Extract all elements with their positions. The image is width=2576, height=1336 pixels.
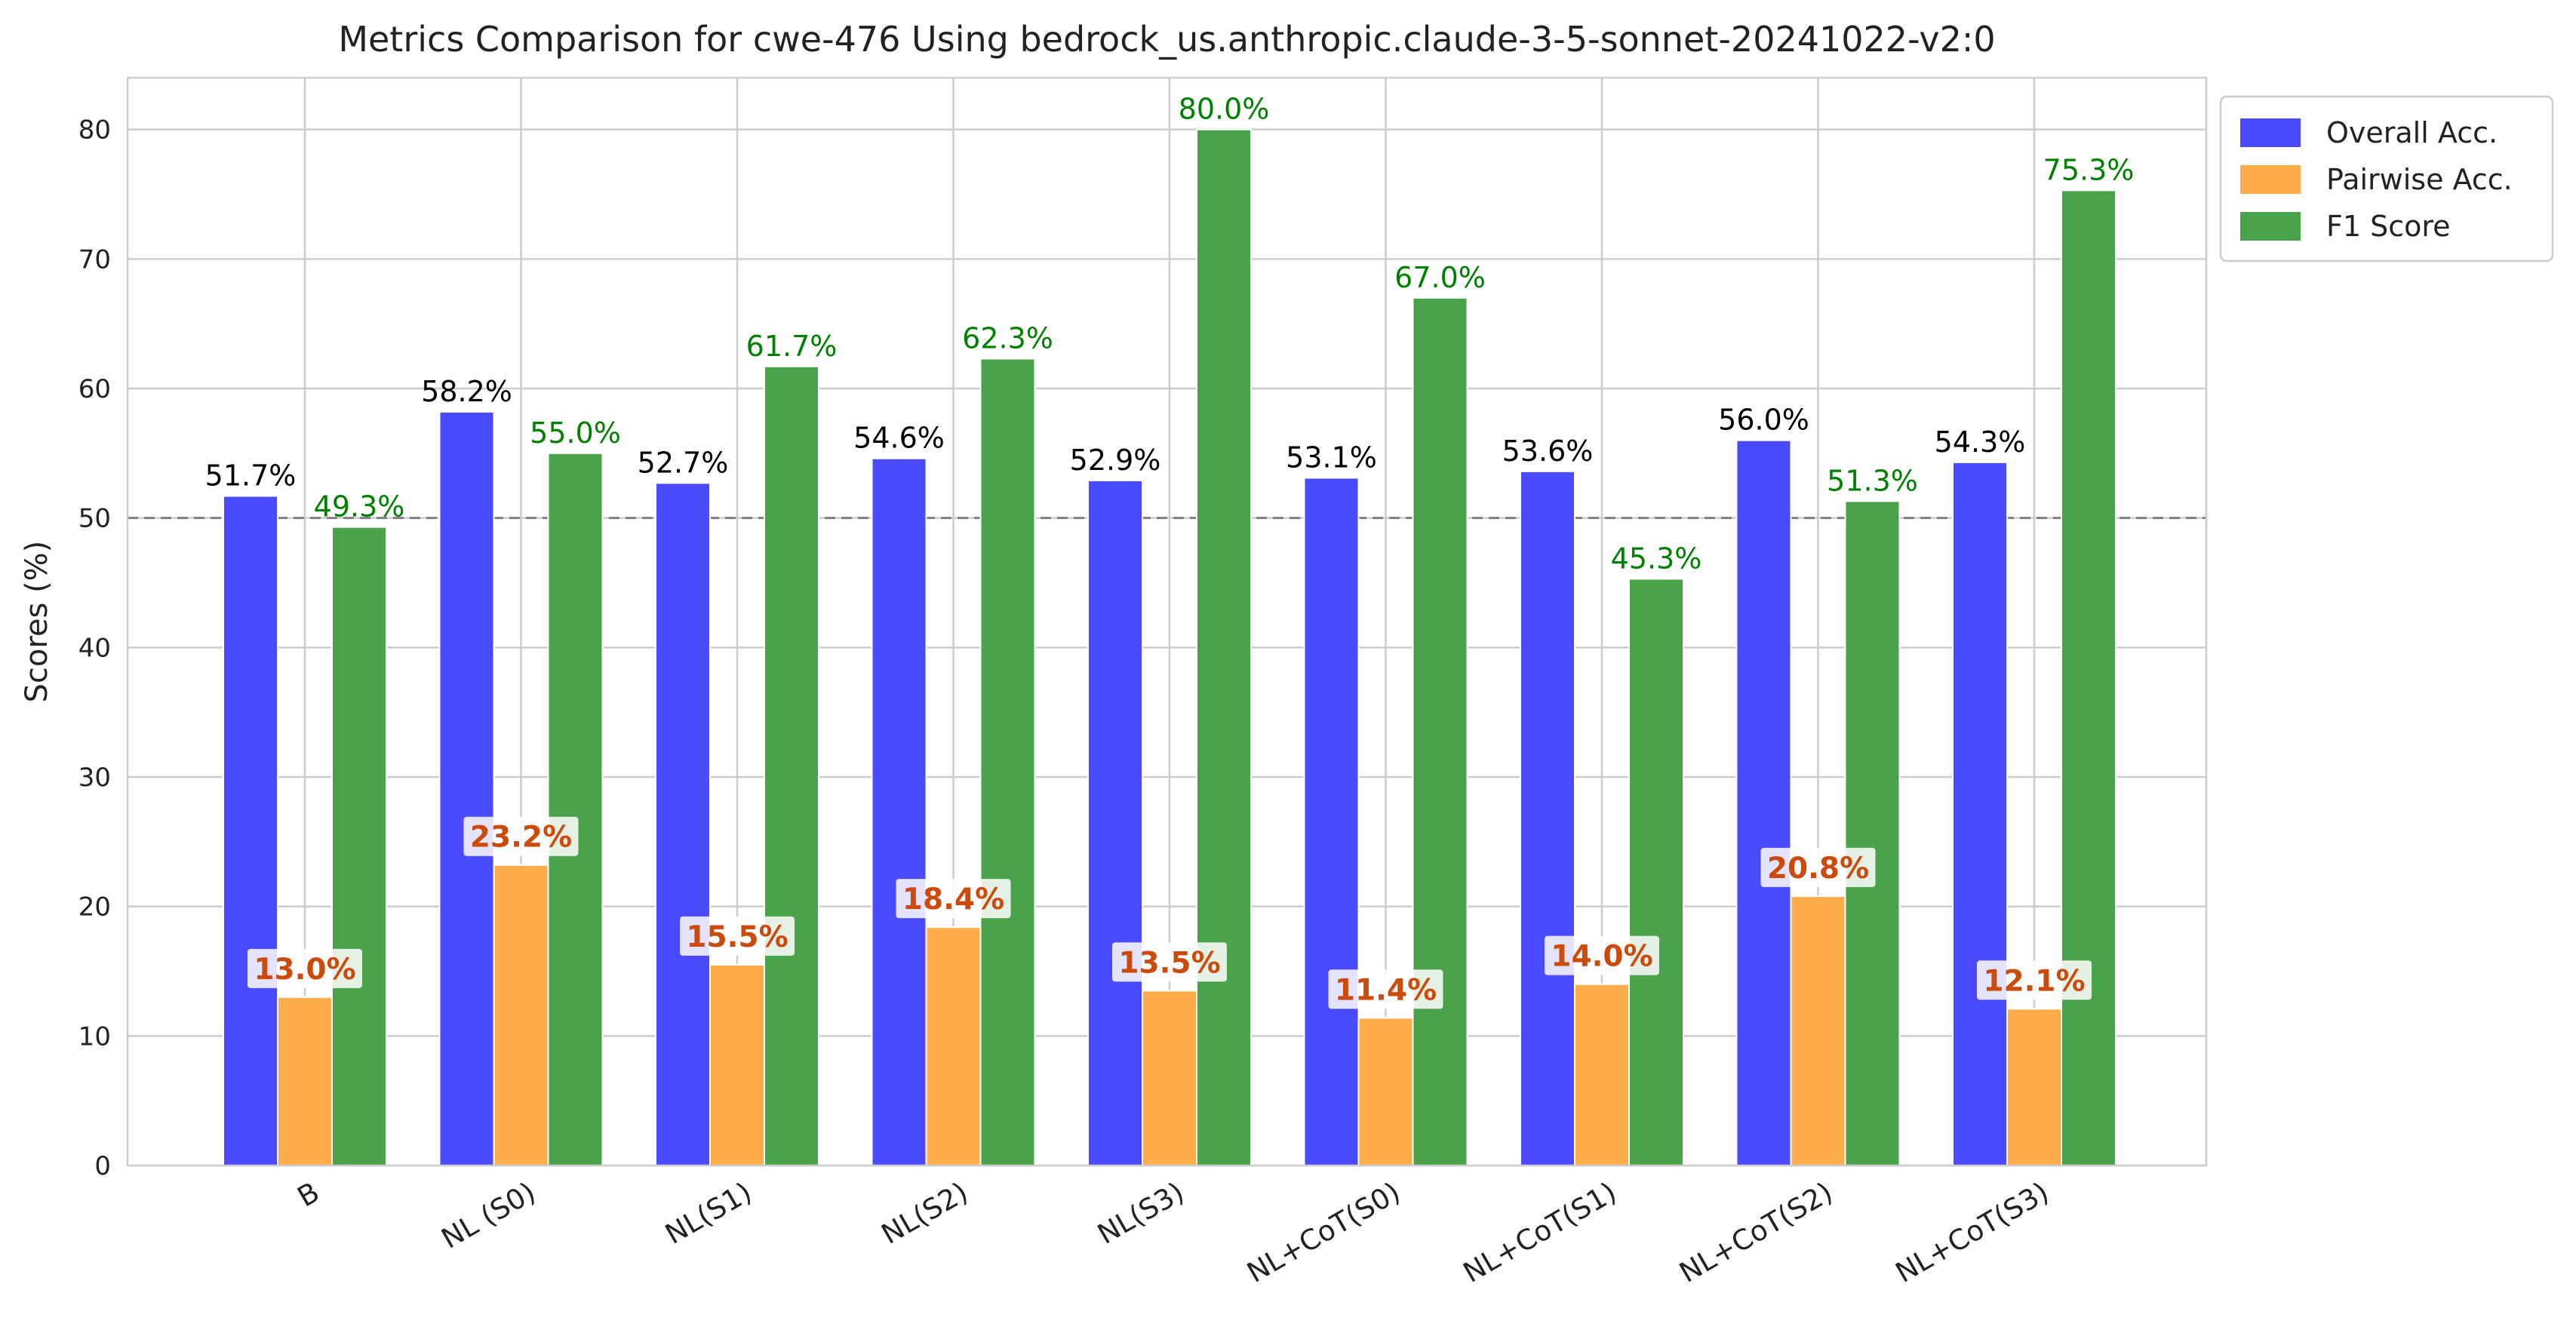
data-label-f1-score: 55.0% xyxy=(530,416,621,450)
bar-overall-acc xyxy=(1087,479,1143,1166)
data-label-f1-score: 80.0% xyxy=(1179,93,1270,126)
x-tick-label: NL+CoT(S0) xyxy=(1242,1176,1406,1289)
legend-swatch xyxy=(2240,165,2301,194)
bar-pairwise-acc xyxy=(2006,1008,2062,1166)
data-label-overall-acc: 53.1% xyxy=(1286,441,1377,474)
bar-f1-score xyxy=(1844,500,1901,1166)
x-tick-label: B xyxy=(292,1176,324,1214)
data-label-f1-score: 75.3% xyxy=(2043,153,2135,186)
legend-swatch xyxy=(2240,212,2301,241)
legend: Overall Acc. Pairwise Acc. F1 Score xyxy=(2219,95,2554,263)
y-tick-label: 30 xyxy=(78,763,111,793)
y-tick-label: 40 xyxy=(78,633,111,663)
data-label-pairwise-acc: 23.2% xyxy=(470,821,572,855)
legend-swatch xyxy=(2240,118,2301,147)
x-tick-label: NL(S1) xyxy=(659,1176,757,1251)
bar-overall-acc xyxy=(1735,439,1792,1166)
bar-overall-acc xyxy=(1520,470,1575,1166)
bar-overall-acc xyxy=(655,482,711,1166)
data-label-background xyxy=(1545,935,1659,975)
data-label-background xyxy=(1328,969,1443,1009)
x-tick-label: NL (S0) xyxy=(436,1176,541,1255)
bar-overall-acc xyxy=(871,457,927,1166)
data-label-background xyxy=(1112,942,1227,982)
data-label-background xyxy=(896,879,1011,919)
y-tick-label: 70 xyxy=(78,244,111,275)
data-label-pairwise-acc: 14.0% xyxy=(1551,940,1652,974)
bar-overall-acc xyxy=(1952,461,2008,1166)
y-tick-labels: 0 10 20 30 40 50 60 70 80 xyxy=(78,115,111,1181)
x-tick-label: NL(S3) xyxy=(1092,1176,1189,1251)
data-label-f1-score: 49.3% xyxy=(314,490,405,524)
bar-pairwise-acc xyxy=(1574,983,1630,1166)
data-label-pairwise-acc: 11.4% xyxy=(1335,973,1437,1007)
data-label-overall-acc: 52.9% xyxy=(1070,444,1161,477)
bar-pairwise-acc xyxy=(1142,990,1197,1166)
data-label-f1-score: 51.3% xyxy=(1827,464,1918,497)
legend-entry-label: Overall Acc. xyxy=(2326,116,2498,149)
y-tick-label: 0 xyxy=(94,1151,111,1181)
bar-f1-score xyxy=(1412,296,1468,1166)
x-tick-labels: B NL (S0) NL(S1) NL(S2) NL(S3) NL+CoT(S0) NL+C… xyxy=(292,1176,2054,1289)
bar-overall-acc xyxy=(1303,477,1360,1166)
plot-frame xyxy=(126,76,2208,1167)
bar-f1-score xyxy=(331,526,387,1166)
data-label-overall-acc: 53.6% xyxy=(1502,435,1594,468)
bar-overall-acc xyxy=(438,410,495,1166)
data-labels-layer: 51.7% 58.2% 52.7% 54.6% 52.9% 53.1% 53.6% 56.0%… xyxy=(205,93,2135,1009)
data-label-f1-score: 61.7% xyxy=(746,330,838,363)
data-label-pairwise-acc: 12.1% xyxy=(1983,964,2085,998)
data-label-overall-acc: 51.7% xyxy=(205,459,297,492)
bar-overall-acc xyxy=(223,495,278,1166)
data-label-pairwise-acc: 13.0% xyxy=(254,953,355,987)
data-label-pairwise-acc: 15.5% xyxy=(686,920,788,954)
bar-f1-score xyxy=(1628,578,1684,1166)
data-label-overall-acc: 56.0% xyxy=(1718,404,1809,437)
legend-entry-label: F1 Score xyxy=(2326,210,2451,243)
y-tick-label: 60 xyxy=(78,374,111,404)
data-label-f1-score: 45.3% xyxy=(1611,542,1702,575)
data-label-f1-score: 62.3% xyxy=(962,322,1053,355)
data-label-background xyxy=(680,916,795,956)
data-label-background xyxy=(1977,960,2092,1000)
data-label-pairwise-acc: 13.5% xyxy=(1118,946,1220,980)
y-tick-label: 80 xyxy=(78,115,111,146)
y-axis-label: Scores (%) xyxy=(20,541,54,703)
legend-entry-label: Pairwise Acc. xyxy=(2326,163,2513,196)
bar-pairwise-acc xyxy=(925,926,982,1166)
bar-pairwise-acc xyxy=(277,996,333,1167)
x-tick-label: NL+CoT(S1) xyxy=(1458,1176,1622,1289)
data-label-overall-acc: 54.3% xyxy=(1935,425,2026,459)
bar-pairwise-acc xyxy=(1790,895,1846,1167)
data-label-background xyxy=(247,948,362,988)
bar-f1-score xyxy=(1196,128,1252,1167)
y-tick-label: 10 xyxy=(78,1021,111,1052)
y-tick-label: 20 xyxy=(78,892,111,923)
x-tick-label: NL+CoT(S3) xyxy=(1890,1176,2054,1289)
data-label-pairwise-acc: 20.8% xyxy=(1767,852,1869,886)
y-tick-label: 50 xyxy=(78,504,111,534)
chart-title: Metrics Comparison for cwe-476 Using bed… xyxy=(338,19,1995,60)
x-tick-label: NL(S2) xyxy=(876,1176,973,1251)
legend-frame xyxy=(2219,95,2554,263)
data-label-background xyxy=(1760,847,1876,887)
bar-f1-score xyxy=(764,365,819,1167)
bar-f1-score xyxy=(547,452,604,1166)
bar-pairwise-acc xyxy=(1357,1017,1414,1167)
data-label-overall-acc: 52.7% xyxy=(638,446,729,479)
bar-pairwise-acc xyxy=(709,963,765,1166)
x-tick-label: NL+CoT(S2) xyxy=(1674,1176,1838,1289)
bar-pairwise-acc xyxy=(493,864,549,1166)
data-label-overall-acc: 54.6% xyxy=(853,422,945,455)
bars-layer xyxy=(223,128,2116,1167)
data-label-f1-score: 67.0% xyxy=(1394,261,1486,294)
data-label-background xyxy=(463,816,579,856)
data-label-pairwise-acc: 18.4% xyxy=(902,883,1004,917)
bar-f1-score xyxy=(2061,189,2116,1167)
data-label-overall-acc: 58.2% xyxy=(421,375,512,408)
bar-f1-score xyxy=(979,358,1036,1166)
